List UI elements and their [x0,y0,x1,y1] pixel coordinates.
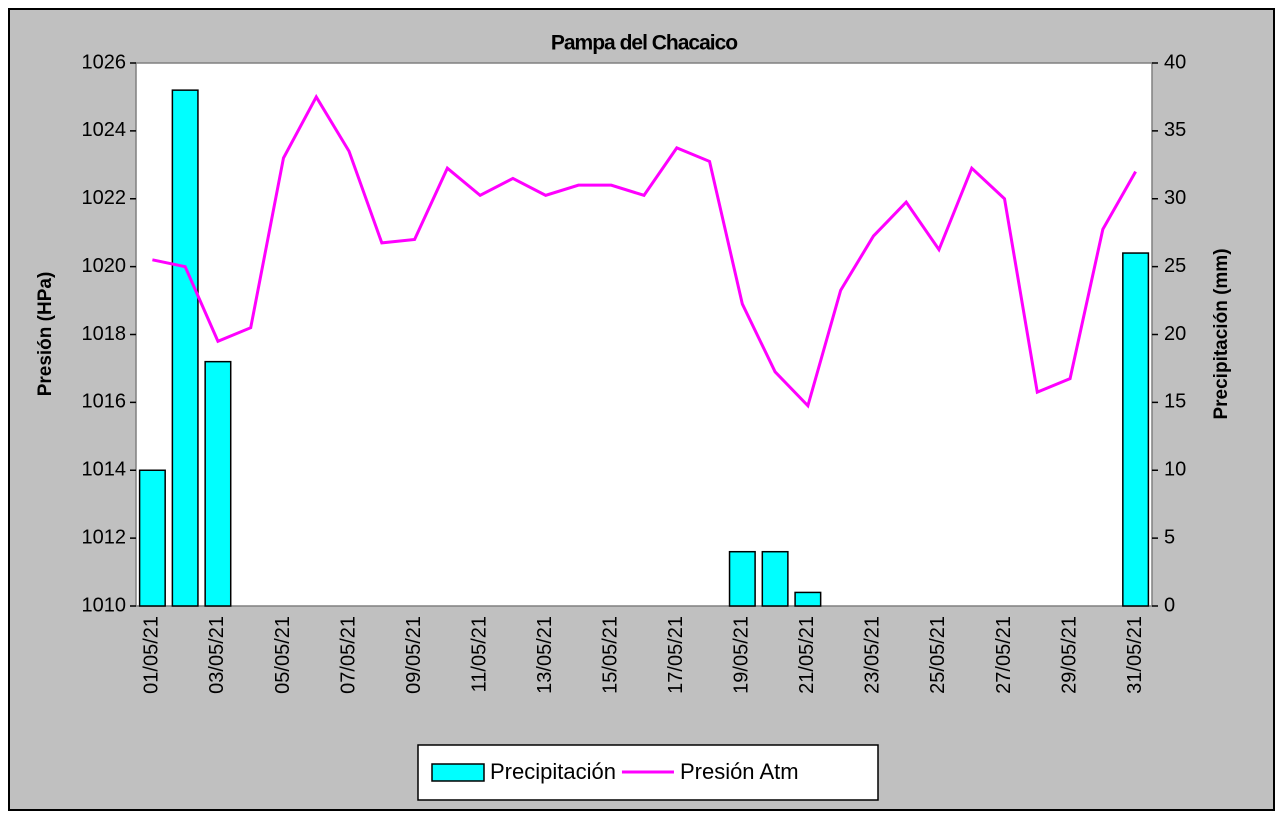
y-tick-label: 1022 [82,187,127,209]
y-tick-label: 1026 [82,51,127,73]
y2-tick-label: 40 [1164,51,1186,73]
y2-tick-label: 35 [1164,119,1186,141]
bar [171,89,199,607]
bar [761,550,789,607]
legend-label: Presión Atm [680,759,799,784]
x-tick-label: 29/05/21 [1058,616,1080,694]
x-tick-label: 27/05/21 [993,616,1015,694]
y2-tick-label: 25 [1164,255,1186,277]
y-tick-label: 1016 [82,391,127,413]
x-tick-label: 19/05/21 [731,616,753,694]
x-tick-label: 11/05/21 [468,616,490,692]
x-tick-label: 23/05/21 [862,616,884,694]
x-tick-label: 07/05/21 [337,616,359,694]
bar [794,591,822,607]
legend-swatch [431,763,485,782]
y-tick-label: 1024 [82,119,127,141]
y2-tick-label: 5 [1164,526,1175,548]
bar [728,550,756,607]
legend-label: Precipitación [490,759,616,784]
y2-tick-label: 15 [1164,391,1186,413]
y2-axis-title: Precipitación (mm) [1211,248,1232,419]
x-tick-label: 09/05/21 [403,616,425,694]
x-tick-label: 03/05/21 [206,616,228,694]
x-tick-label: 21/05/21 [796,616,818,694]
y2-tick-label: 30 [1164,187,1186,209]
y2-tick-label: 20 [1164,323,1186,345]
bar [1122,252,1150,607]
y2-tick-label: 10 [1164,459,1186,481]
bar [138,469,166,607]
y-tick-label: 1012 [82,526,127,548]
x-tick-label: 15/05/21 [600,616,622,694]
x-tick-label: 17/05/21 [665,616,687,694]
line [152,93,1137,409]
plot-area [135,62,1153,607]
bar [204,360,232,607]
y-tick-label: 1010 [82,594,127,616]
x-tick-label: 01/05/21 [141,616,163,694]
x-tick-label: 13/05/21 [534,616,556,694]
x-tick-label: 25/05/21 [927,616,949,694]
y2-tick-label: 0 [1164,594,1175,616]
y-axis-title: Presión (HPa) [35,272,56,397]
y-tick-label: 1020 [82,255,127,277]
chart-title: Pampa del Chacaico [551,32,737,55]
x-tick-label: 31/05/21 [1124,616,1146,694]
x-tick-label: 05/05/21 [272,616,294,694]
y-tick-label: 1018 [82,323,127,345]
y-tick-label: 1014 [82,459,127,481]
